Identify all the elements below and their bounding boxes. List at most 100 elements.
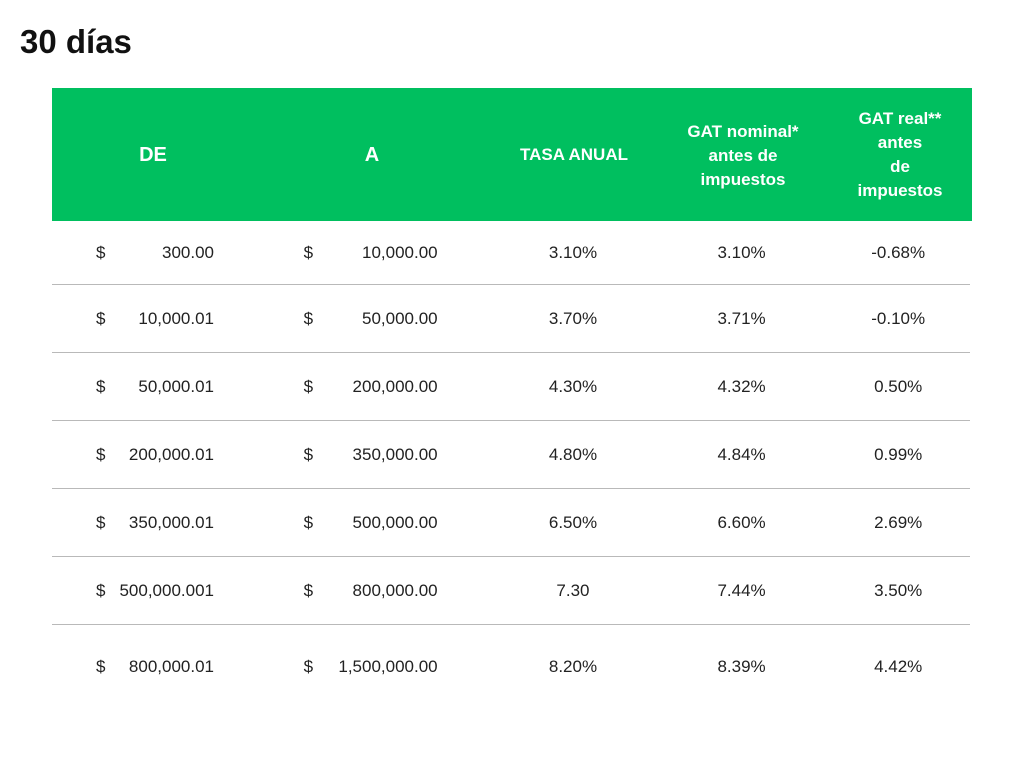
amount-de: $800,000.01 — [96, 657, 214, 677]
cell-a: $200,000.00 — [254, 353, 490, 420]
header-de-label: DE — [139, 143, 167, 166]
currency-symbol: $ — [303, 242, 314, 262]
table-row: $10,000.01 $50,000.00 3.70% 3.71% -0.10% — [52, 285, 970, 353]
amount-value: 300.00 — [162, 242, 214, 262]
tasa-anual-value: 8.20% — [548, 657, 598, 676]
cell-tasa-anual: 4.30% — [489, 353, 657, 420]
header-tasa-anual-label: TASA ANUAL — [520, 144, 628, 164]
header-gat-nominal: GAT nominal* antes de impuestos — [658, 88, 828, 221]
page-title: 30 días — [20, 23, 132, 60]
amount-a: $50,000.00 — [304, 309, 438, 329]
cell-gat-real: 2.69% — [826, 489, 970, 556]
gat-real-value: 0.50% — [874, 376, 923, 396]
gat-real-value: -0.10% — [871, 308, 926, 328]
header-de: DE — [52, 88, 254, 221]
amount-a: $350,000.00 — [304, 445, 438, 465]
cell-de: $50,000.01 — [52, 353, 254, 420]
cell-gat-nominal: 3.10% — [657, 221, 827, 284]
cell-a: $50,000.00 — [254, 285, 490, 352]
cell-tasa-anual: 3.70% — [489, 285, 657, 352]
gat-real-value: 3.50% — [874, 580, 923, 600]
amount-a: $1,500,000.00 — [304, 657, 438, 677]
gat-nominal-value: 7.44% — [717, 580, 766, 600]
header-gat-real-label: GAT real** antes de impuestos — [857, 108, 943, 200]
cell-a: $350,000.00 — [254, 421, 490, 488]
rates-table: DE A TASA ANUAL GAT nominal* antes de im… — [52, 88, 972, 709]
amount-value: 10,000.00 — [361, 242, 438, 262]
amount-de: $500,000.001 — [96, 581, 214, 601]
currency-symbol: $ — [96, 512, 106, 532]
cell-gat-real: -0.10% — [826, 285, 970, 352]
currency-symbol: $ — [303, 512, 314, 532]
currency-symbol: $ — [303, 376, 314, 396]
cell-a: $10,000.00 — [254, 221, 490, 284]
amount-value: 200,000.00 — [352, 376, 438, 396]
currency-symbol: $ — [303, 580, 314, 600]
amount-de: $350,000.01 — [96, 513, 214, 533]
currency-symbol: $ — [96, 376, 106, 396]
cell-gat-real: 3.50% — [826, 557, 970, 624]
cell-tasa-anual: 6.50% — [489, 489, 657, 556]
cell-de: $500,000.001 — [52, 557, 254, 624]
currency-symbol: $ — [303, 444, 314, 464]
amount-de: $10,000.01 — [96, 309, 214, 329]
cell-tasa-anual: 8.20% — [489, 625, 657, 709]
table-row: $50,000.01 $200,000.00 4.30% 4.32% 0.50% — [52, 353, 970, 421]
gat-real-value: 0.99% — [874, 444, 923, 464]
amount-de: $50,000.01 — [96, 377, 214, 397]
cell-gat-real: -0.68% — [826, 221, 970, 284]
header-gat-real: GAT real** antes de impuestos — [828, 88, 972, 221]
cell-a: $500,000.00 — [254, 489, 490, 556]
amount-de: $200,000.01 — [96, 445, 214, 465]
cell-a: $1,500,000.00 — [254, 625, 490, 709]
cell-tasa-anual: 3.10% — [489, 221, 657, 284]
table-row: $500,000.001 $800,000.00 7.30 7.44% 3.50% — [52, 557, 970, 625]
amount-value: 50,000.00 — [361, 308, 438, 328]
tasa-anual-value: 3.70% — [548, 308, 598, 328]
tasa-anual-value: 4.30% — [548, 376, 598, 396]
tasa-anual-value: 4.80% — [548, 444, 598, 464]
gat-nominal-value: 4.32% — [717, 376, 766, 396]
table-row: $200,000.01 $350,000.00 4.80% 4.84% 0.99% — [52, 421, 970, 489]
gat-real-value: 4.42% — [874, 657, 923, 676]
amount-a: $200,000.00 — [304, 377, 438, 397]
amount-value: 50,000.01 — [138, 376, 214, 396]
currency-symbol: $ — [303, 308, 314, 328]
table-row: $300.00 $10,000.00 3.10% 3.10% -0.68% — [52, 221, 970, 285]
gat-nominal-value: 3.71% — [717, 308, 766, 328]
gat-real-value: 2.69% — [874, 512, 923, 532]
cell-de: $10,000.01 — [52, 285, 254, 352]
amount-value: 500,000.00 — [352, 512, 438, 532]
cell-gat-nominal: 4.32% — [657, 353, 827, 420]
currency-symbol: $ — [303, 657, 314, 676]
header-a: A — [254, 88, 490, 221]
gat-nominal-value: 3.10% — [717, 242, 766, 262]
cell-gat-nominal: 3.71% — [657, 285, 827, 352]
currency-symbol: $ — [96, 444, 106, 464]
table-header-row: DE A TASA ANUAL GAT nominal* antes de im… — [52, 88, 972, 221]
cell-a: $800,000.00 — [254, 557, 490, 624]
gat-nominal-value: 4.84% — [717, 444, 766, 464]
amount-value: 10,000.01 — [138, 308, 214, 328]
tasa-anual-value: 3.10% — [548, 242, 598, 262]
currency-symbol: $ — [96, 580, 106, 600]
gat-nominal-value: 6.60% — [717, 512, 766, 532]
amount-value: 1,500,000.00 — [338, 657, 438, 676]
cell-tasa-anual: 7.30 — [489, 557, 657, 624]
table-row: $350,000.01 $500,000.00 6.50% 6.60% 2.69% — [52, 489, 970, 557]
currency-symbol: $ — [96, 657, 106, 676]
currency-symbol: $ — [96, 242, 106, 262]
cell-de: $300.00 — [52, 221, 254, 284]
header-gat-nominal-label: GAT nominal* antes de impuestos — [687, 121, 799, 189]
amount-a: $500,000.00 — [304, 513, 438, 533]
tasa-anual-value: 6.50% — [548, 512, 598, 532]
cell-gat-nominal: 6.60% — [657, 489, 827, 556]
cell-tasa-anual: 4.80% — [489, 421, 657, 488]
amount-value: 500,000.001 — [119, 580, 214, 600]
cell-gat-real: 0.50% — [826, 353, 970, 420]
cell-gat-nominal: 4.84% — [657, 421, 827, 488]
amount-value: 350,000.00 — [352, 444, 438, 464]
table-row: $800,000.01 $1,500,000.00 8.20% 8.39% 4.42% — [52, 625, 970, 709]
cell-gat-nominal: 7.44% — [657, 557, 827, 624]
amount-value: 200,000.01 — [128, 444, 214, 464]
